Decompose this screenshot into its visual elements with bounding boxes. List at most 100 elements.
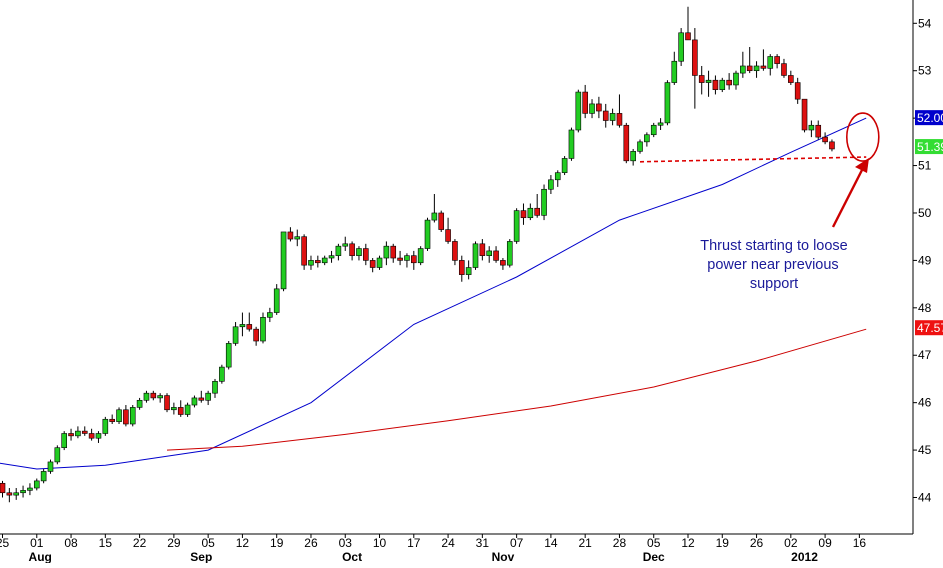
candle-down: [623, 124, 630, 162]
highlight-circle: [846, 112, 880, 162]
candle-up: [568, 129, 575, 159]
annotation-arrow: [831, 169, 864, 228]
candle-down: [315, 260, 321, 264]
x-tick-label: 24: [441, 536, 455, 550]
candle-up: [205, 392, 211, 401]
candle-up: [740, 65, 746, 74]
x-tick-label: 08: [64, 536, 78, 550]
candle-up: [664, 82, 671, 124]
candle-up: [280, 231, 287, 290]
candle-up: [171, 407, 177, 411]
x-tick-label: 26: [750, 536, 764, 550]
candle-down: [692, 39, 698, 76]
candle-down: [287, 231, 294, 240]
y-tick-label: 44: [918, 491, 932, 505]
candle-up: [75, 430, 81, 437]
candle-down: [815, 124, 822, 138]
annotation-text: support: [750, 276, 798, 292]
candle-down: [301, 236, 307, 266]
candle-up: [239, 324, 246, 328]
candle-up: [129, 407, 136, 425]
candle-down: [616, 113, 623, 126]
candle-up: [561, 158, 568, 173]
candle-down: [198, 397, 205, 401]
candle-up: [260, 317, 266, 342]
candle-up: [541, 188, 547, 216]
candle-down: [746, 65, 753, 72]
candle-up: [650, 124, 657, 136]
x-tick-label: 28: [613, 536, 627, 550]
candle-down: [397, 257, 403, 261]
x-tick-label: 05: [647, 536, 661, 550]
x-tick-label: 09: [818, 536, 832, 550]
price-label-text: 51.39: [917, 140, 943, 154]
candle-up: [808, 124, 815, 131]
x-month-label: Oct: [342, 550, 362, 563]
x-tick-label: 19: [716, 536, 730, 550]
candle-up: [321, 257, 328, 264]
candle-up: [527, 207, 534, 219]
candle-down: [150, 392, 157, 399]
candle-down: [123, 409, 129, 425]
candle-up: [767, 56, 774, 69]
candle-down: [500, 260, 506, 266]
candle-up: [232, 326, 239, 344]
candle-down: [760, 65, 767, 69]
candle-up: [678, 32, 684, 62]
candle-down: [6, 492, 13, 496]
candle-up: [383, 245, 390, 259]
candle-up: [273, 288, 280, 313]
x-tick-label: 26: [304, 536, 318, 550]
candle-up: [191, 397, 198, 406]
candle-up: [116, 409, 122, 422]
candle-up: [33, 480, 40, 489]
x-tick-label: 12: [681, 536, 695, 550]
candle-up: [486, 250, 493, 256]
x-month-label: Aug: [29, 550, 52, 563]
candle-down: [698, 75, 705, 83]
candle-up: [589, 103, 595, 114]
y-tick-label: 47: [918, 348, 932, 362]
x-tick-label: 01: [30, 536, 44, 550]
candle-down: [246, 324, 253, 330]
candle-up: [513, 210, 520, 242]
candle-down: [781, 63, 787, 76]
candle-up: [657, 122, 664, 126]
x-tick-label: 12: [236, 536, 250, 550]
y-tick-label: 53: [918, 64, 932, 78]
candle-up: [54, 447, 61, 463]
candle-up: [20, 490, 26, 494]
candle-down: [794, 82, 801, 100]
candle-up: [404, 255, 410, 261]
x-tick-label: 03: [339, 536, 353, 550]
y-tick-label: 45: [918, 443, 932, 457]
candle-down: [452, 241, 458, 261]
candle-down: [822, 136, 828, 143]
y-tick-label: 54: [918, 16, 932, 30]
x-tick-label: 31: [476, 536, 490, 550]
candle-down: [534, 207, 540, 216]
x-tick-label: 19: [270, 536, 284, 550]
candle-up: [102, 418, 109, 434]
candle-down: [726, 79, 732, 86]
annotation-arrowhead: [855, 158, 869, 173]
x-tick-label: 05: [201, 536, 215, 550]
x-tick-label: 22: [133, 536, 147, 550]
candle-up: [705, 79, 712, 83]
x-month-label: Dec: [643, 550, 665, 563]
x-month-label: Nov: [492, 550, 515, 563]
candle-up: [671, 60, 678, 83]
candle-up: [212, 381, 218, 394]
candle-down: [712, 79, 719, 90]
candle-down: [685, 32, 691, 41]
candle-down: [363, 248, 369, 261]
x-tick-label: 07: [510, 536, 524, 550]
candle-down: [596, 103, 602, 112]
candle-up: [376, 257, 383, 268]
support-line: [639, 156, 867, 163]
candle-up: [47, 461, 54, 472]
candle-down: [438, 212, 445, 230]
candle-up: [630, 151, 636, 162]
